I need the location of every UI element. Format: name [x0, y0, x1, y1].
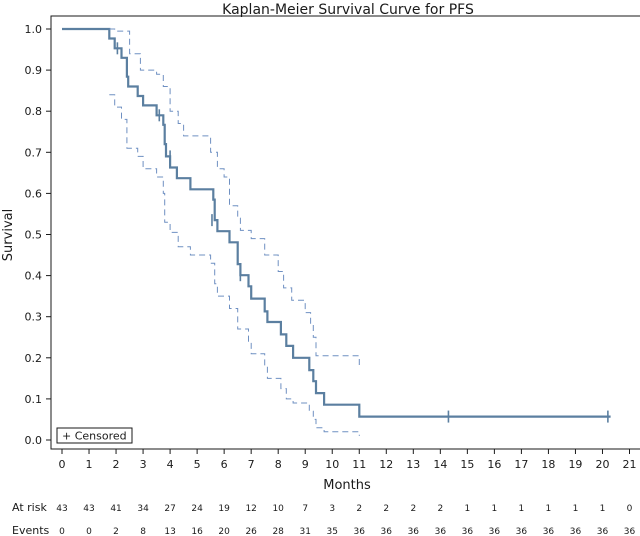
lower-ci-line: [109, 94, 360, 436]
events-value: 36: [489, 527, 501, 536]
x-tick-label: 2: [113, 458, 120, 471]
events-value: 0: [59, 527, 65, 536]
y-tick-label: 0.2: [25, 352, 43, 365]
at-risk-value: 0: [627, 504, 633, 514]
x-tick-label: 5: [194, 458, 201, 471]
at-risk-value: 43: [56, 504, 67, 514]
events-row: 0 0 2 8 13 16 20 26 28 31 35 36 36 36 36 36 36 36 36 36 36 36: [59, 527, 635, 536]
x-tick-label: 17: [514, 458, 528, 471]
at-risk-value: 19: [218, 504, 230, 514]
y-tick-label: 0.6: [25, 187, 43, 200]
x-tick-label: 9: [302, 458, 309, 471]
events-value: 35: [327, 527, 338, 536]
events-value: 36: [381, 527, 393, 536]
at-risk-value: 1: [492, 504, 498, 514]
at-risk-value: 2: [410, 504, 416, 514]
events-value: 26: [245, 527, 257, 536]
censor-marks: [116, 42, 609, 423]
survival-curve: [62, 27, 611, 418]
x-tick-label: 15: [460, 458, 474, 471]
y-tick-label: 0.1: [25, 393, 43, 406]
upper-ci-line: [109, 28, 360, 369]
events-value: 16: [191, 527, 203, 536]
legend: + Censored: [56, 427, 133, 444]
y-tick-label: 0.4: [25, 270, 43, 283]
at-risk-value: 2: [383, 504, 389, 514]
events-value: 13: [164, 527, 175, 536]
x-tick-label: 4: [167, 458, 174, 471]
y-tick-label: 0.9: [25, 64, 43, 77]
at-risk-value: 2: [437, 504, 443, 514]
x-tick-label: 10: [325, 458, 339, 471]
series-layer: [62, 27, 611, 436]
chart-title: Kaplan-Meier Survival Curve for PFS: [222, 2, 474, 18]
x-tick-label: 11: [352, 458, 366, 471]
events-value: 20: [218, 527, 230, 536]
x-tick-label: 19: [568, 458, 582, 471]
plot-area: [50, 15, 640, 450]
events-label: Events: [12, 524, 50, 536]
events-value: 36: [462, 527, 474, 536]
events-value: 8: [140, 527, 146, 536]
at-risk-value: 34: [137, 504, 149, 514]
at-risk-value: 24: [191, 504, 203, 514]
at-risk-value: 1: [519, 504, 525, 514]
events-value: 36: [597, 527, 609, 536]
events-value: 36: [570, 527, 582, 536]
at-risk-value: 7: [302, 504, 308, 514]
events-value: 36: [624, 527, 636, 536]
at-risk-value: 43: [83, 504, 94, 514]
at-risk-label: At risk: [12, 501, 47, 514]
at-risk-value: 3: [329, 504, 335, 514]
x-axis-label: Months: [323, 478, 371, 493]
events-value: 36: [435, 527, 447, 536]
at-risk-value: 12: [245, 504, 256, 514]
x-tick-label: 6: [221, 458, 228, 471]
x-tick-label: 1: [86, 458, 93, 471]
events-value: 2: [113, 527, 119, 536]
x-tick-label: 12: [379, 458, 393, 471]
y-tick-label: 0.7: [25, 146, 43, 159]
at-risk-value: 1: [546, 504, 552, 514]
at-risk-value: 27: [164, 504, 175, 514]
y-axis-label: Survival: [1, 209, 16, 261]
x-tick-label: 8: [275, 458, 282, 471]
y-tick-label: 0.8: [25, 105, 43, 118]
x-tick-label: 16: [487, 458, 501, 471]
at-risk-value: 10: [272, 504, 284, 514]
x-tick-label: 18: [541, 458, 555, 471]
at-risk-row: 43 43 41 34 27 24 19 12 10 7 3 2 2 2 2 1 1 1 1 1 1 0: [56, 504, 632, 514]
events-value: 36: [408, 527, 420, 536]
y-tick-label: 0.3: [25, 311, 43, 324]
events-value: 28: [272, 527, 284, 536]
y-axis-ticks: 0.0 0.1 0.2 0.3 0.4 0.5 0.6 0.7 0.8 0.9 1.0: [25, 23, 51, 447]
events-value: 36: [516, 527, 528, 536]
events-value: 36: [543, 527, 555, 536]
events-value: 0: [86, 527, 92, 536]
x-tick-label: 7: [248, 458, 255, 471]
x-tick-label: 20: [595, 458, 609, 471]
x-tick-label: 14: [433, 458, 447, 471]
at-risk-value: 1: [600, 504, 606, 514]
at-risk-value: 1: [464, 504, 470, 514]
legend-box: [56, 427, 133, 444]
at-risk-value: 41: [110, 504, 121, 514]
x-axis-ticks: 0 1 2 3 4 5 6 7 8 9 10 11 12 13 14 15 16 17 18 19 20 21: [59, 449, 637, 471]
events-value: 31: [299, 527, 310, 536]
y-tick-label: 0.0: [25, 434, 43, 447]
y-tick-label: 0.5: [25, 229, 43, 242]
events-value: 36: [354, 527, 366, 536]
x-tick-label: 3: [140, 458, 147, 471]
x-tick-label: 21: [623, 458, 637, 471]
x-tick-label: 13: [406, 458, 420, 471]
legend-label: + Censored: [62, 430, 127, 443]
at-risk-value: 1: [573, 504, 579, 514]
y-tick-label: 1.0: [25, 23, 43, 36]
at-risk-value: 2: [356, 504, 362, 514]
x-tick-label: 0: [59, 458, 66, 471]
